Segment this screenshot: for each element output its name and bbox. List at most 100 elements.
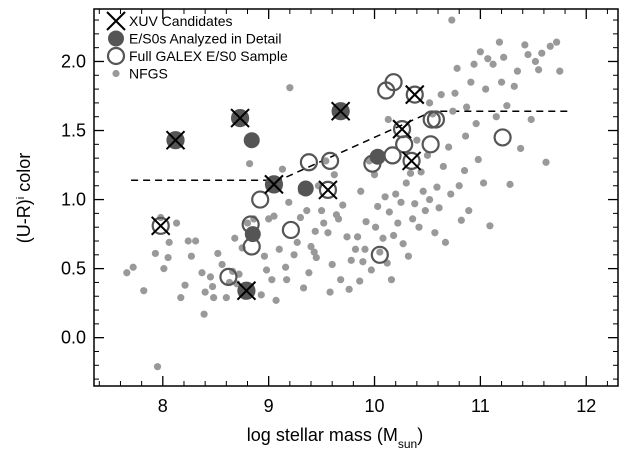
nfgs-point [521, 41, 529, 49]
xuv-candidate-marker [264, 174, 284, 195]
full-galex-es0-point [318, 180, 338, 200]
y-axis-label: (U-R)i color [14, 153, 34, 243]
nfgs-point [367, 266, 375, 274]
x-marker-stroke [230, 108, 250, 128]
nfgs-point [527, 115, 535, 124]
nfgs-point [389, 231, 398, 240]
nfgs-point [246, 160, 254, 168]
nfgs-point [214, 249, 222, 258]
nfgs-point [129, 263, 137, 271]
nfgs-point [310, 248, 318, 256]
nfgs-point [270, 212, 278, 220]
x-tick-label: 11 [471, 396, 490, 416]
nfgs-point [322, 157, 330, 165]
nfgs-point [275, 245, 283, 253]
nfgs-point [296, 213, 305, 222]
nfgs-point [330, 171, 338, 179]
nfgs-point [123, 269, 131, 277]
nfgs-point [406, 169, 415, 177]
nfgs-point [153, 363, 162, 371]
nfgs-point [397, 198, 405, 206]
y-tick-label: 1.5 [61, 121, 86, 141]
full-galex-es0-point [395, 135, 414, 154]
nfgs-point [387, 276, 396, 284]
nfgs-point [497, 78, 506, 86]
nfgs-point [362, 218, 370, 226]
nfgs-point [177, 294, 185, 302]
nfgs-point [535, 66, 543, 74]
x-marker-stroke [264, 174, 284, 195]
nfgs-point [198, 269, 206, 277]
nfgs-point [394, 219, 402, 227]
nfgs-point [479, 179, 488, 187]
x-tick-label: 8 [158, 396, 168, 416]
full-galex-es0-point [320, 151, 340, 171]
nfgs-point [421, 207, 429, 215]
x-tick-label: 9 [264, 396, 274, 416]
nfgs-point [542, 158, 550, 166]
x-tick-label: 10 [365, 396, 385, 416]
nfgs-point [334, 215, 343, 223]
nfgs-point [453, 64, 461, 72]
full-galex-es0-point [493, 128, 512, 147]
full-galex-es0-point [370, 245, 389, 264]
axes: 8 9 10 11 12 0.0 0.5 1.0 1.5 2.0 [61, 9, 618, 416]
x-marker-stroke [165, 130, 186, 150]
nfgs-point [164, 253, 172, 262]
nfgs-point [425, 195, 434, 204]
nfgs-point [538, 49, 546, 57]
xuv-candidate-marker [150, 216, 171, 236]
nfgs-point [448, 16, 456, 24]
legend-label: E/S0s Analyzed in Detail [129, 31, 282, 47]
x-marker-stroke [405, 84, 425, 105]
nfgs-point [409, 215, 417, 223]
nfgs-point [210, 294, 218, 302]
nfgs-point [524, 50, 532, 59]
nfgs-point [445, 143, 453, 151]
y-tick-label: 1.0 [61, 190, 86, 210]
nfgs-point [192, 237, 200, 245]
nfgs-point [184, 237, 192, 245]
nfgs-point [500, 53, 508, 61]
full-galex-es0-point [421, 135, 440, 154]
full-galex-es0-point [281, 220, 300, 240]
nfgs-point [455, 182, 463, 190]
nfgs-point [312, 253, 320, 262]
nfgs-point [260, 252, 269, 260]
nfgs-point [415, 223, 423, 231]
es0-detail-point [297, 180, 314, 197]
nfgs-point [441, 238, 450, 246]
nfgs-point [467, 78, 475, 86]
nfgs-point [359, 258, 367, 266]
nfgs-point [402, 179, 410, 187]
nfgs-point [517, 144, 525, 153]
nfgs-point [353, 233, 362, 241]
full-galex-es0-point [402, 151, 421, 171]
nfgs-point [451, 89, 459, 97]
legend-nfgs-icon [112, 69, 120, 78]
nfgs-point [351, 245, 360, 253]
full-galex-es0-point [251, 190, 270, 209]
nfgs-point [371, 223, 380, 231]
nfgs-point [231, 234, 239, 242]
full-galex-es0-point [405, 85, 424, 104]
nfgs-point [476, 48, 484, 56]
nfgs-point [222, 294, 230, 302]
nfgs-point [337, 276, 345, 284]
full-galex-es0-point [426, 110, 446, 129]
nfgs-point [461, 132, 470, 140]
nfgs-point [172, 219, 181, 227]
nfgs-point [151, 249, 159, 258]
legend-label: XUV Candidates [129, 13, 233, 29]
es0-detail-point [369, 148, 386, 165]
chart-marks [123, 16, 569, 371]
nfgs-point [404, 252, 412, 260]
nfgs-point [447, 190, 455, 198]
nfgs-point [437, 91, 445, 99]
legend-label: NFGS [129, 66, 168, 82]
y-tick-label: 2.0 [61, 51, 86, 71]
x-tick-label: 12 [576, 396, 596, 416]
nfgs-point [300, 284, 308, 292]
nfgs-point [361, 245, 369, 253]
nfgs-point [311, 227, 319, 235]
